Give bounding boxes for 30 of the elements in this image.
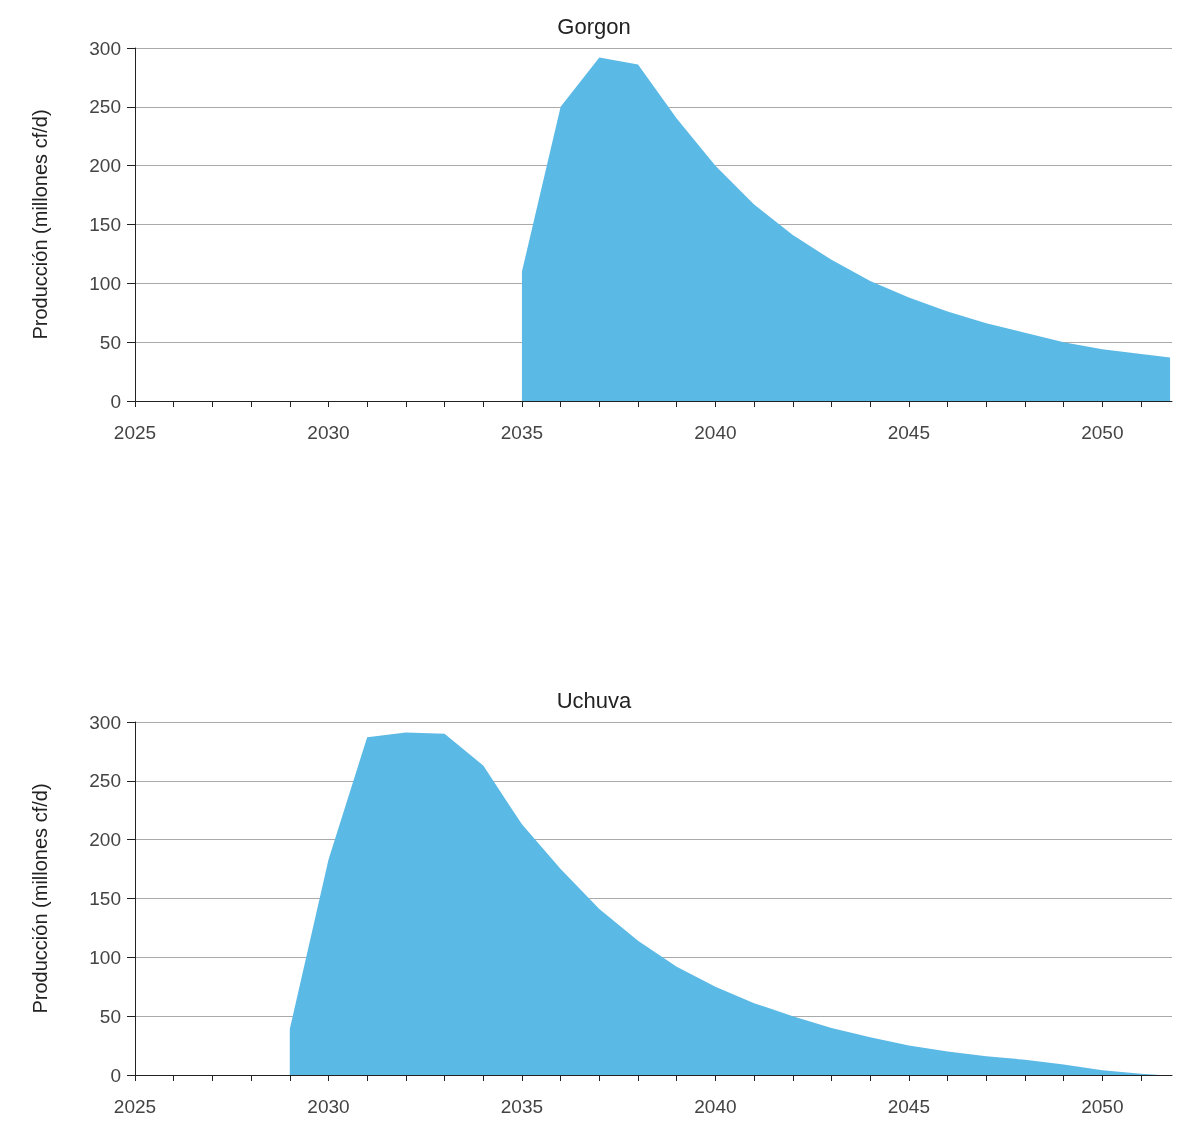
y-axis-title: Producción (millones cf/d): [29, 783, 51, 1014]
x-tick-label: 2050: [1081, 422, 1124, 443]
x-tick-label: 2025: [113, 1096, 157, 1117]
y-tick-label: 100: [89, 946, 121, 968]
y-tick-label: 300: [89, 711, 121, 733]
x-tick-label: 2050: [1081, 1096, 1124, 1117]
chart-title: Gorgon: [557, 13, 631, 39]
y-tick-label: 150: [89, 214, 121, 235]
chart-title: Uchuva: [556, 687, 633, 713]
y-tick-label: 250: [89, 770, 121, 792]
x-tick-label: 2030: [307, 422, 350, 443]
x-tick-label: 2045: [887, 422, 931, 443]
y-tick-label: 200: [89, 155, 121, 177]
y-tick-label: 150: [89, 888, 121, 909]
y-tick-label: 200: [89, 829, 121, 851]
y-tick-label: 300: [89, 37, 121, 59]
y-tick-label: 100: [89, 272, 121, 294]
x-tick-label: 2025: [113, 422, 157, 443]
x-tick-label: 2035: [500, 422, 544, 443]
x-tick-label: 2040: [694, 422, 737, 443]
x-tick-label: 2035: [500, 1096, 544, 1117]
x-tick-label: 2030: [307, 1096, 350, 1117]
y-tick-label: 0: [110, 1064, 121, 1086]
y-tick-label: 50: [99, 331, 121, 353]
x-tick-label: 2040: [694, 1096, 737, 1117]
x-tick-label: 2045: [887, 1096, 931, 1117]
y-tick-label: 250: [89, 96, 121, 118]
y-tick-label: 50: [99, 1005, 121, 1027]
y-tick-label: 0: [110, 390, 121, 412]
y-axis-title: Producción (millones cf/d): [29, 109, 51, 340]
